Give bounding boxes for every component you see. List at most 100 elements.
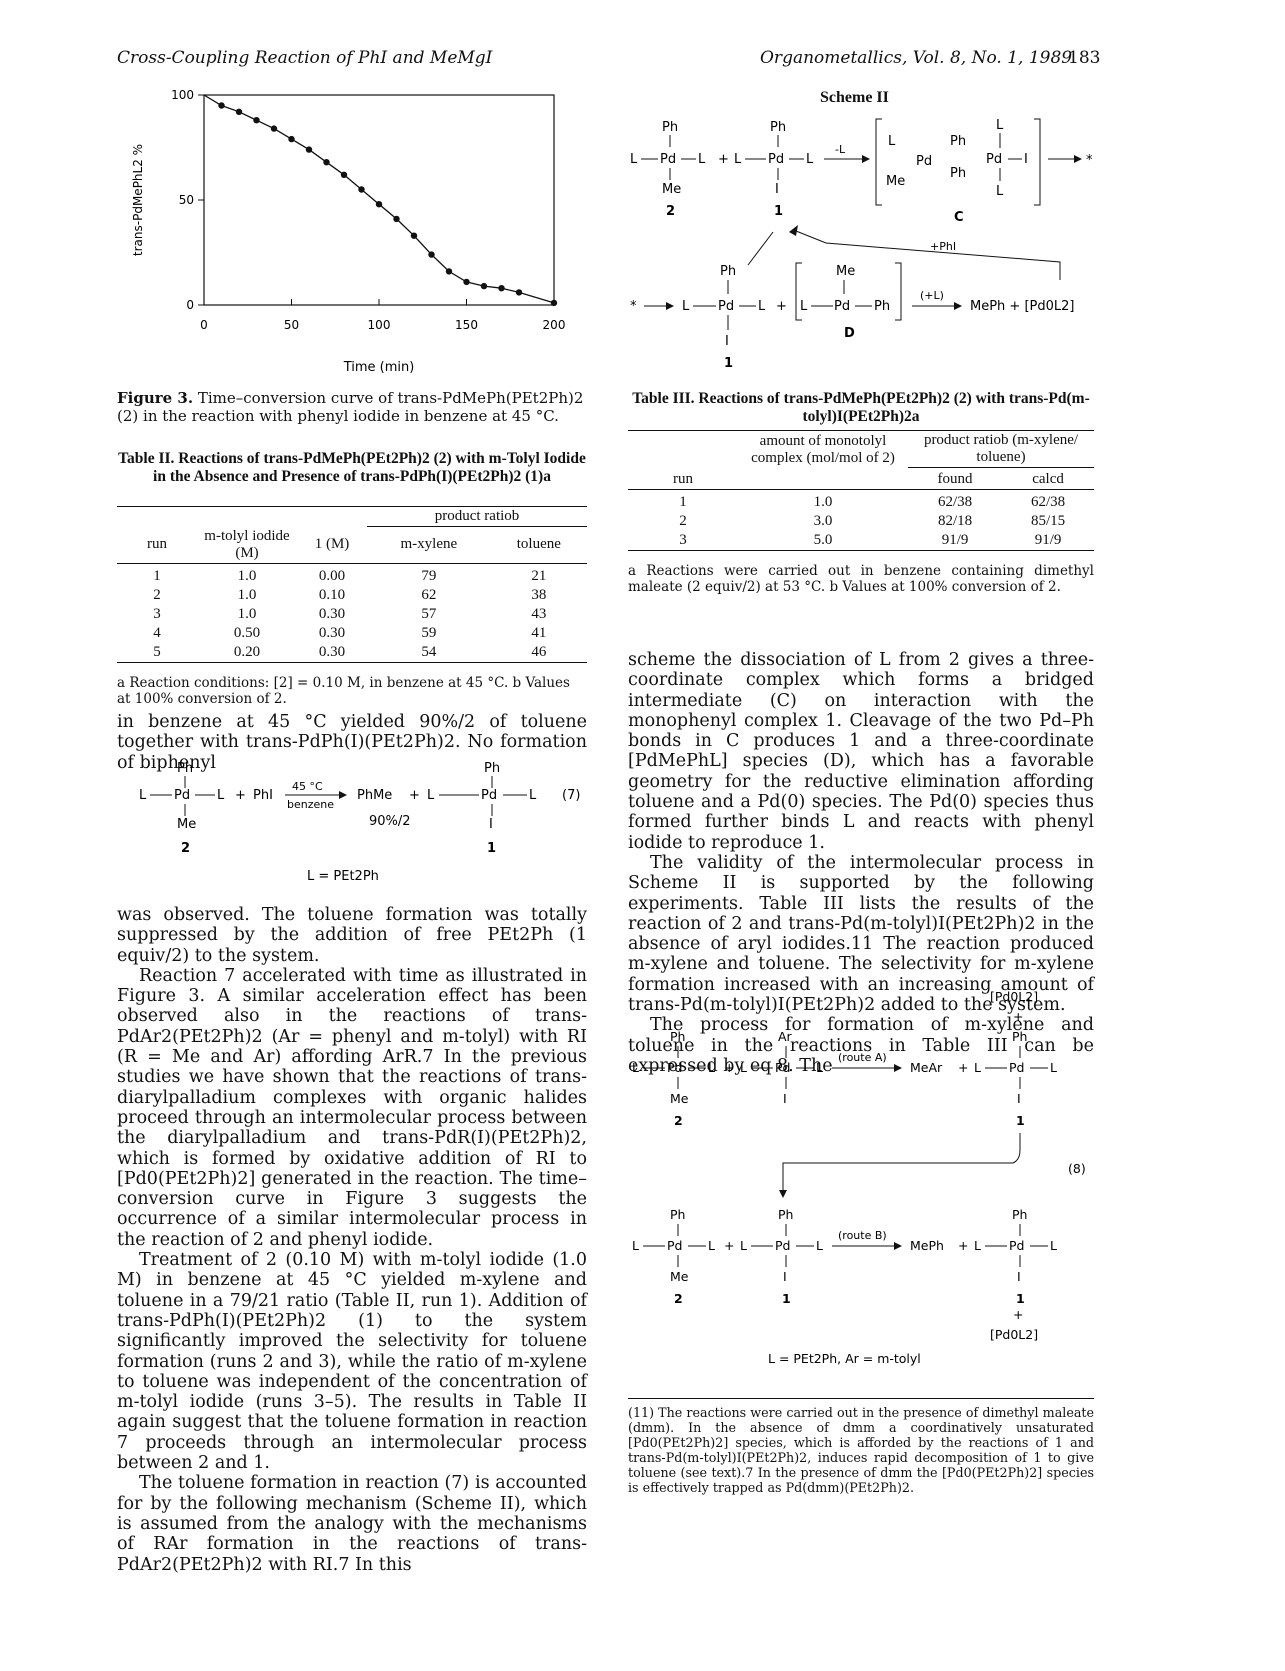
table-2-cell: 5 xyxy=(153,643,161,660)
right-paragraph-1: scheme the dissociation of L from 2 give… xyxy=(628,650,1094,853)
table-2-cell: 1.0 xyxy=(237,586,257,603)
eq8-a-i: I xyxy=(783,1091,787,1106)
eq8-route-a: (route A) xyxy=(838,1051,887,1064)
eq7-l-right: L xyxy=(217,788,225,803)
s2-minus-l: -L xyxy=(835,143,846,156)
table-3-cell: 5.0 xyxy=(813,531,833,548)
plot-frame xyxy=(203,94,555,306)
right-column-text: scheme the dissociation of L from 2 give… xyxy=(628,650,1094,1076)
table-3-cell: 1.0 xyxy=(813,493,833,510)
eq8-a-pd-3: Pd xyxy=(1009,1060,1024,1075)
s2-label-c: C xyxy=(954,210,964,225)
table-2-col-xylene: m-xylene xyxy=(400,536,458,553)
y-tick-label: 100 xyxy=(171,88,194,102)
table-2-col-tolyl-label: m-tolyl iodide (M) xyxy=(204,527,290,561)
eq8-legend: L = PEt2Ph, Ar = m-tolyl xyxy=(768,1351,921,1366)
equation-7: Ph L Pd L + PhI Me 2 45 °C benzene PhMe … xyxy=(139,761,580,884)
data-point xyxy=(393,215,400,223)
eq7-plus-2: + xyxy=(409,788,420,803)
eq8-a-l-3: L xyxy=(740,1060,747,1075)
data-point xyxy=(218,102,225,109)
table-2-cell: 62 xyxy=(421,586,437,603)
eq8-b-label-1: 1 xyxy=(782,1291,791,1306)
table-2-cell: 0.50 xyxy=(233,624,261,641)
eq8-a-me: Me xyxy=(670,1091,689,1106)
right-paragraph-3: The process for formation of m-xylene an… xyxy=(628,1015,1094,1076)
data-point xyxy=(375,201,383,208)
x-tick-label: 0 xyxy=(200,318,208,332)
s2-d-pd: Pd xyxy=(834,299,850,314)
figure-3-label: Figure 3. xyxy=(117,389,194,407)
table-3-cell: 2 xyxy=(679,512,687,529)
table-3-row: 1 1.0 62/38 62/38 xyxy=(628,489,1094,512)
s2-c-me: Me xyxy=(886,174,905,189)
table-2-col-toluene: toluene xyxy=(516,536,561,553)
s2-c-l-bottom: L xyxy=(996,184,1004,199)
scheme-2-title: Scheme II xyxy=(820,89,889,106)
table-3-col-ratio: product ratiob (m-xylene/ toluene) xyxy=(908,431,1094,468)
eq8-a-label-1: 1 xyxy=(1016,1113,1025,1128)
s2-label-2: 2 xyxy=(666,204,675,219)
x-tick-label: 50 xyxy=(284,318,299,332)
table-3-cell: 62/38 xyxy=(1030,493,1066,510)
s2-c-ph-bottom: Ph xyxy=(950,166,966,181)
eq8-a-l-1: L xyxy=(632,1060,639,1075)
eq8-b-i: I xyxy=(783,1269,787,1284)
s2-pd-1: Pd xyxy=(660,152,676,167)
s2-ph-3: Ph xyxy=(720,264,736,279)
data-point xyxy=(270,125,278,132)
s2-pd-3: Pd xyxy=(718,299,734,314)
left-column-text: was observed. The toluene formation was … xyxy=(117,905,587,1575)
s2-d-l: L xyxy=(800,299,808,314)
eq8-b-l-6: L xyxy=(1050,1238,1057,1253)
s2-d-me: Me xyxy=(836,264,855,279)
s2-pd-2: Pd xyxy=(768,152,784,167)
figure-3-caption-text: Time–conversion curve of trans-PdMePh(PE… xyxy=(117,389,584,425)
eq8-b-pd-1: Pd xyxy=(667,1238,682,1253)
table-2-cell: 38 xyxy=(531,586,547,603)
s2-c-pd-1: Pd xyxy=(916,154,932,169)
s2-l-1: L xyxy=(630,152,638,167)
eq8-route-b: (route B) xyxy=(838,1229,887,1242)
s2-i-1: I xyxy=(775,182,779,197)
left-paragraph-1: in benzene at 45 °C yielded 90%/2 of tol… xyxy=(117,712,587,773)
eq8-b-l-3: L xyxy=(740,1238,747,1253)
data-point xyxy=(305,146,313,153)
equation-8: [Pd0L2] + Ph L Pd L Me 2 + Ar L Pd L I (… xyxy=(632,989,1086,1366)
table-2-cell: 46 xyxy=(531,643,547,660)
table-2-cell: 79 xyxy=(421,567,437,584)
running-header-left: Cross-Coupling Reaction of PhI and MeMgI xyxy=(117,48,493,68)
eq7-legend: L = PEt2Ph xyxy=(307,869,379,884)
table-3-cell: 3 xyxy=(679,531,687,548)
eq8-a-plus: + xyxy=(724,1060,734,1075)
eq7-label-2: 2 xyxy=(181,841,190,856)
eq8-a-pd-1: Pd xyxy=(667,1060,682,1075)
s2-d-ph: Ph xyxy=(874,299,890,314)
left-paragraph-5: The toluene formation in reaction (7) is… xyxy=(117,1473,587,1575)
s2-i-2: I xyxy=(725,334,729,349)
eq7-phi: PhI xyxy=(253,788,273,803)
table-2-cell: 1.0 xyxy=(237,605,257,622)
s2-label-1: 1 xyxy=(774,204,783,219)
table-3-cell: 91/9 xyxy=(1034,531,1062,548)
table-2-title: Table II. Reactions of trans-PdMePh(PEt2… xyxy=(118,450,586,485)
series-line xyxy=(203,94,555,304)
eq8-b-ph-1: Ph xyxy=(670,1207,685,1222)
table-2-row: 4 0.50 0.30 59 41 xyxy=(117,624,587,643)
eq7-ph-left: Ph xyxy=(177,761,193,776)
data-point xyxy=(498,285,505,292)
eq8-a-plus-2: + xyxy=(958,1060,968,1075)
s2-c-pd-2: Pd xyxy=(986,152,1002,167)
table-3-cell: 91/9 xyxy=(941,531,969,548)
footnote-rule xyxy=(628,1398,1094,1399)
table-3-row: 2 3.0 82/18 85/15 xyxy=(628,512,1094,531)
eq8-pd0-bottom: [Pd0L2] xyxy=(990,1327,1038,1342)
s2-l-4: L xyxy=(806,152,814,167)
s2-star-1: * xyxy=(1086,153,1093,168)
table-2-row: 1 1.0 0.00 79 21 xyxy=(117,563,587,586)
left-paragraph-4: Treatment of 2 (0.10 M) with m-tolyl iod… xyxy=(117,1250,587,1474)
y-axis-label: trans-PdMePhL2 % xyxy=(131,144,145,256)
table-3-cell: 62/38 xyxy=(937,493,973,510)
eq7-i: I xyxy=(489,817,493,832)
s2-label-1b: 1 xyxy=(724,356,733,370)
